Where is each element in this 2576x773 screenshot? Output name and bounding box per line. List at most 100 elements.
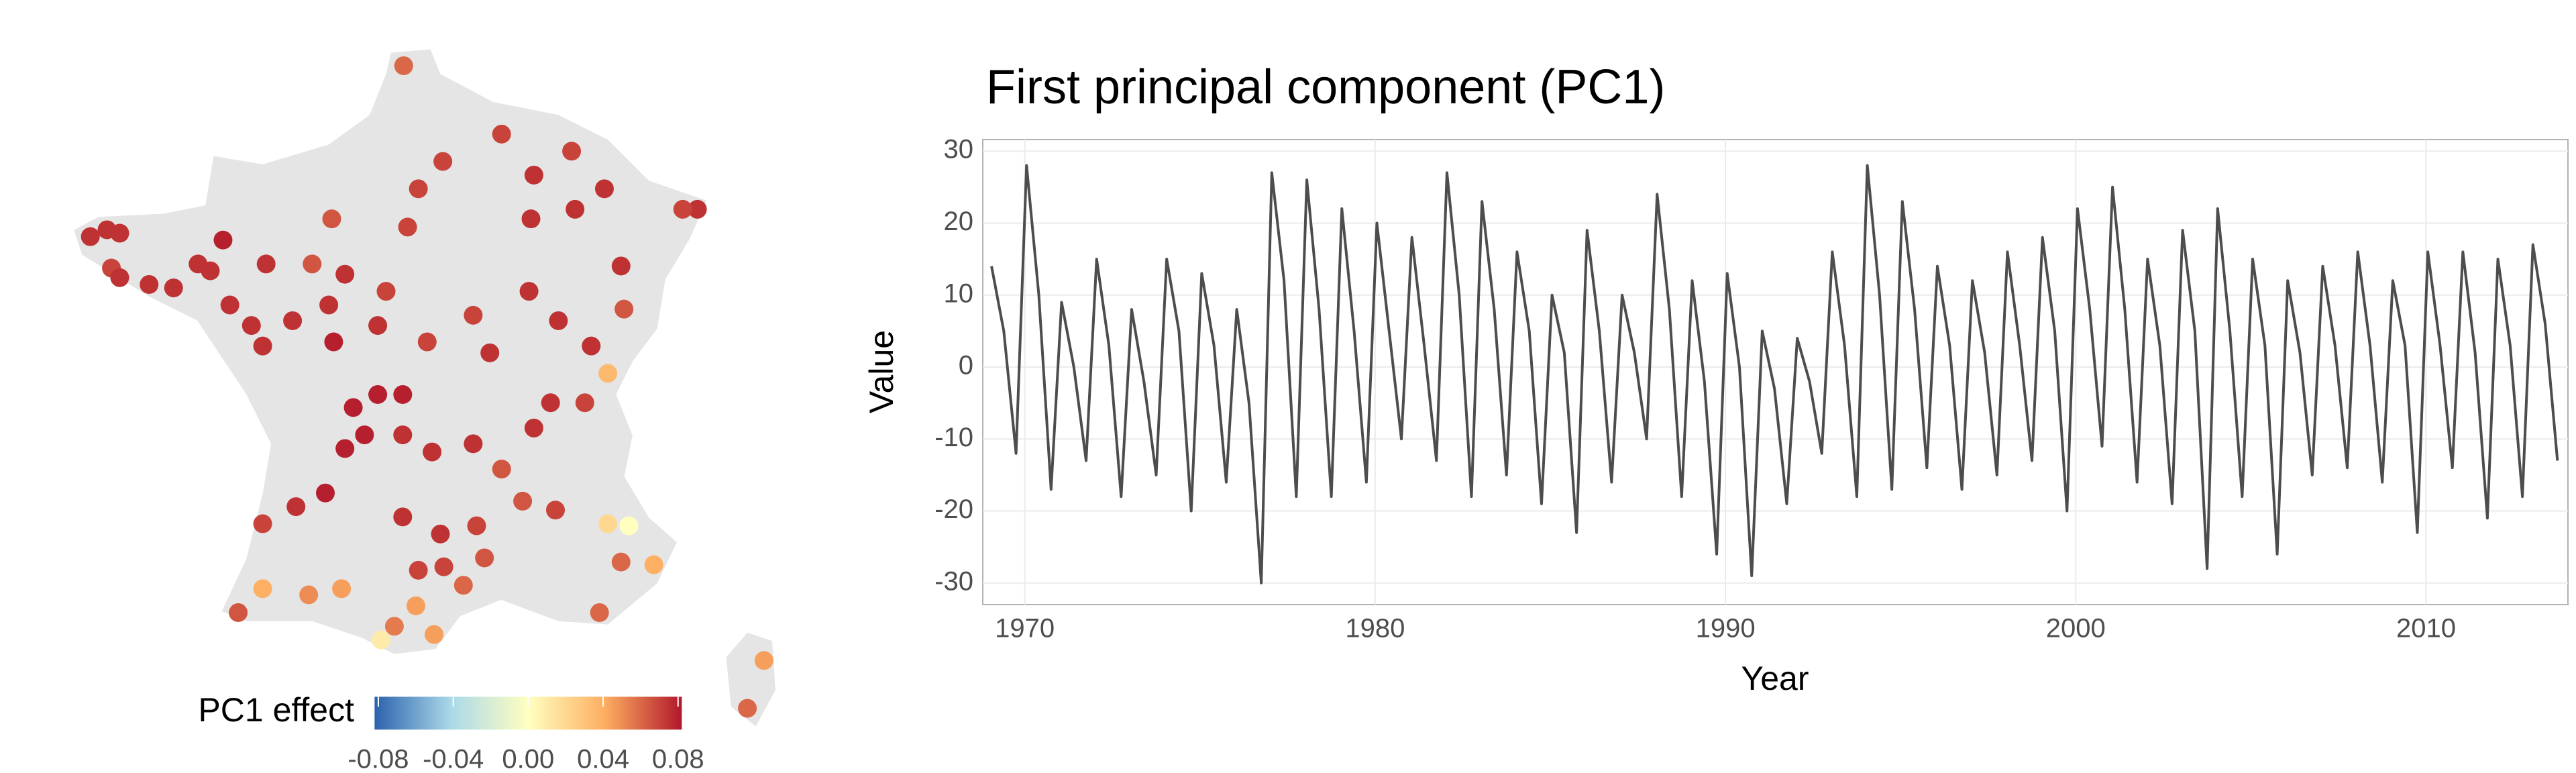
station-point (575, 393, 594, 413)
station-point (644, 555, 663, 574)
station-point (425, 625, 444, 644)
station-point (335, 264, 355, 284)
station-point (598, 514, 618, 533)
station-point (398, 217, 417, 237)
station-point (376, 282, 396, 301)
station-point (393, 507, 413, 527)
y-tick-label: -10 (934, 423, 973, 452)
map-outline (74, 49, 775, 727)
station-point (566, 199, 585, 219)
x-tick-label: 1980 (1345, 614, 1405, 643)
station-point (286, 497, 306, 517)
station-point (315, 483, 335, 503)
station-point (332, 579, 352, 599)
colorbar-tick-label: -0.08 (347, 744, 409, 773)
panel-border (982, 139, 2569, 605)
colorbar-tick-label: 0.00 (502, 744, 554, 773)
station-point (546, 501, 566, 520)
station-point (590, 603, 609, 622)
station-point (524, 165, 543, 185)
station-point (213, 230, 233, 250)
france-shape (74, 49, 707, 654)
station-point (619, 516, 639, 535)
station-point (611, 256, 631, 276)
station-point (253, 579, 272, 599)
chart-title: First principal component (PC1) (986, 60, 1665, 114)
station-point (368, 384, 388, 404)
station-point (475, 548, 494, 568)
station-point (324, 332, 343, 352)
station-point (738, 699, 757, 718)
x-tick-label: 2010 (2396, 614, 2456, 643)
x-tick-label: 1990 (1696, 614, 1756, 643)
station-point (368, 316, 388, 336)
station-point (394, 56, 413, 75)
station-point (283, 311, 303, 330)
station-point (322, 209, 341, 229)
station-point (673, 199, 692, 219)
station-point (434, 557, 453, 576)
station-point (343, 398, 363, 417)
station-point (229, 603, 248, 622)
colorbar-tick-label: 0.04 (577, 744, 629, 773)
station-point (417, 332, 437, 352)
station-point (513, 491, 533, 511)
station-point (467, 516, 486, 535)
station-point (541, 393, 560, 413)
station-point (110, 268, 129, 287)
x-tick-label: 1970 (995, 614, 1055, 643)
station-point (164, 278, 183, 298)
station-point (201, 261, 220, 280)
station-point (754, 651, 773, 670)
station-point (241, 316, 261, 336)
colorbar-tick-label: -0.04 (423, 744, 484, 773)
station-point (524, 418, 543, 437)
y-tick-label: -20 (934, 495, 973, 524)
y-axis-title: Value (863, 330, 900, 413)
y-tick-label: 30 (944, 135, 974, 164)
station-point (614, 299, 634, 319)
station-point (464, 305, 483, 325)
station-point (253, 514, 272, 533)
station-point (335, 439, 355, 458)
station-point (480, 343, 500, 362)
station-point (372, 630, 391, 650)
station-point (355, 425, 374, 445)
station-point (431, 524, 450, 544)
station-point (220, 295, 239, 315)
station-point (582, 336, 601, 356)
station-point (256, 254, 276, 274)
station-point (253, 336, 272, 356)
station-point (519, 282, 539, 301)
station-point (492, 124, 511, 144)
station-point (393, 384, 413, 404)
station-point (611, 552, 631, 572)
station-point (140, 274, 159, 294)
station-point (80, 227, 100, 246)
station-point (110, 223, 129, 243)
station-point (433, 152, 453, 171)
station-point (299, 585, 319, 605)
station-point (492, 460, 511, 479)
station-point (464, 434, 483, 454)
station-point (393, 425, 413, 445)
data-line (990, 164, 2559, 584)
y-tick-label: 20 (944, 207, 974, 236)
y-tick-label: 10 (944, 278, 974, 308)
station-point (409, 179, 428, 199)
colorbar-tick-label: 0.08 (652, 744, 704, 773)
station-point (409, 560, 428, 580)
station-point (594, 179, 614, 199)
y-tick-label: -30 (934, 566, 973, 596)
station-point (562, 142, 582, 161)
station-point (688, 199, 707, 219)
station-point (453, 576, 473, 595)
station-point (407, 596, 426, 615)
x-axis-title: Year (1741, 660, 1809, 697)
station-point (549, 311, 568, 330)
colorbar-title: PC1 effect (198, 691, 354, 729)
station-point (521, 209, 541, 229)
station-point (319, 295, 339, 315)
y-tick-label: 0 (959, 351, 973, 380)
